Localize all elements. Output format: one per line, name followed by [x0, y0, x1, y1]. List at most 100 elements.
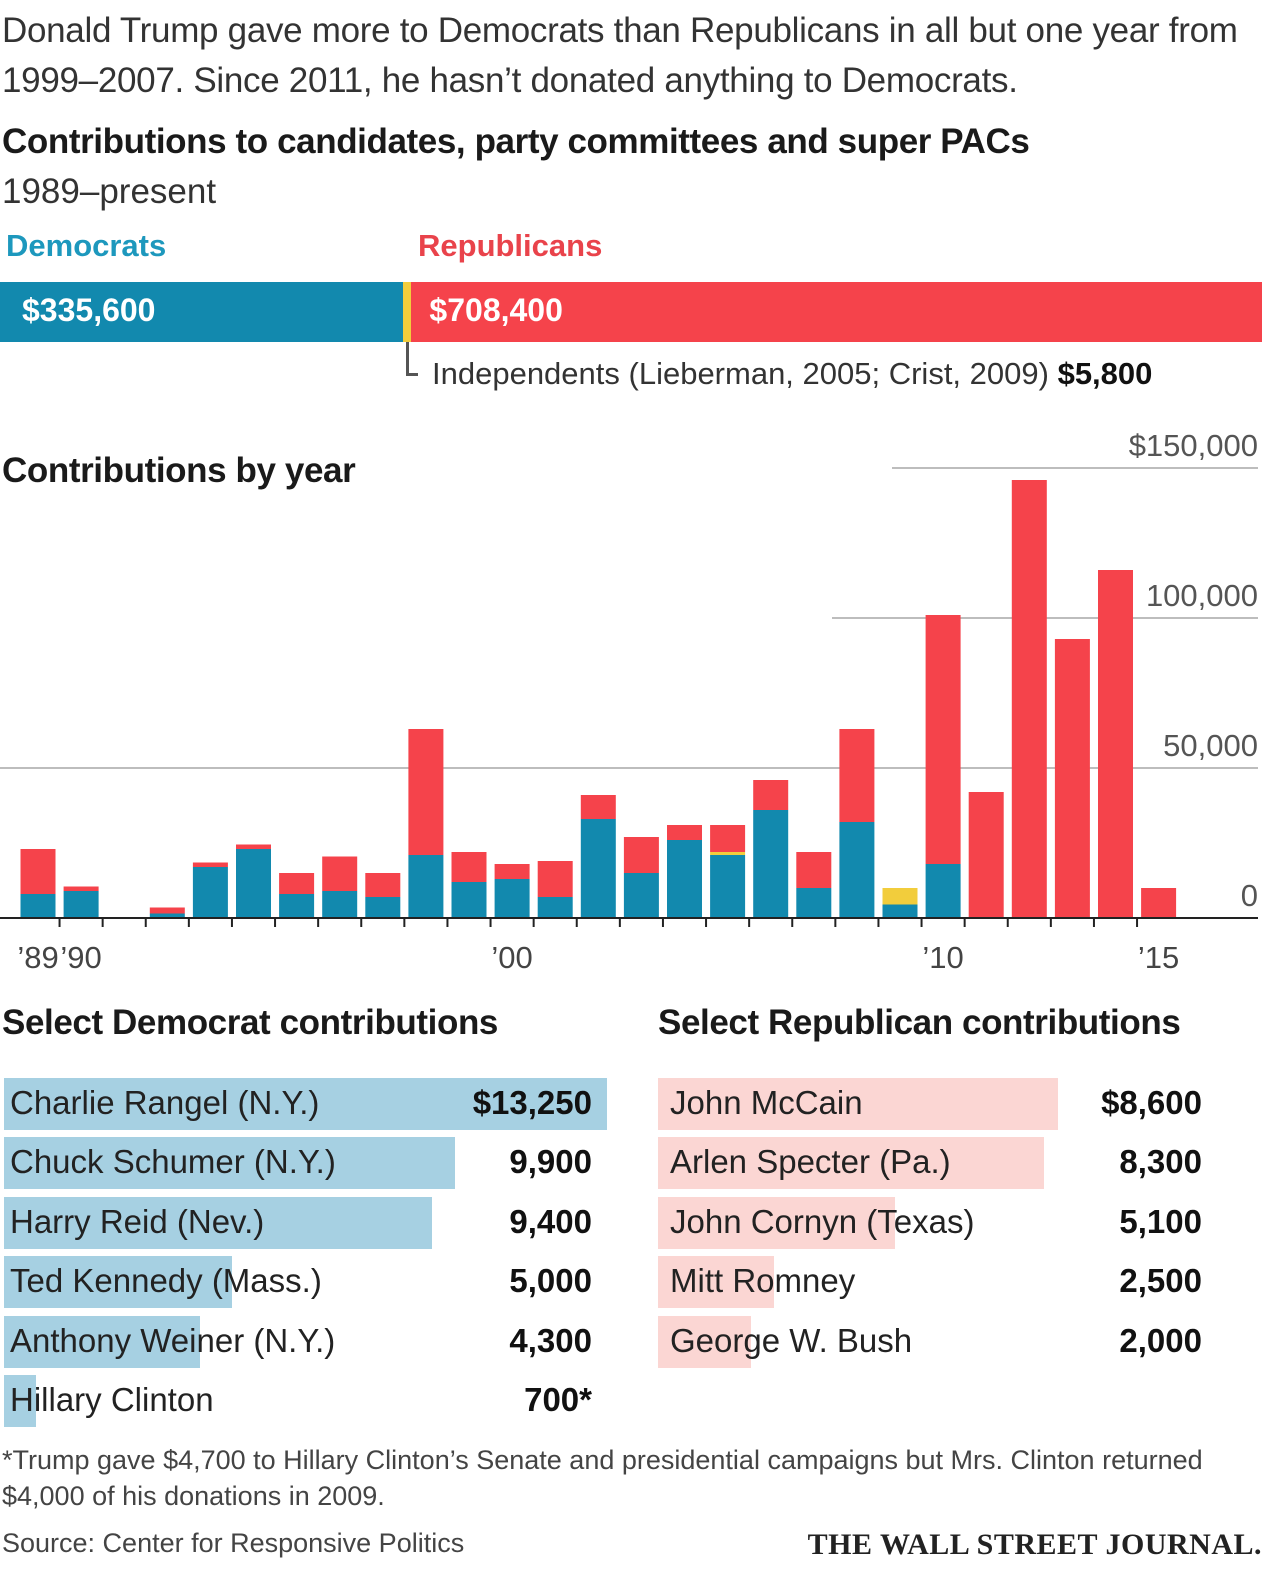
bar-democrats-2010 [925, 864, 961, 918]
contribution-amount: 5,100 [1119, 1202, 1202, 1240]
bar-republicans-1989 [20, 849, 56, 894]
independents-note-text: Independents (Lieberman, 2005; Crist, 20… [432, 356, 1049, 391]
source-credit: Source: Center for Responsive Politics [2, 1528, 465, 1558]
dem-row-item: Chuck Schumer (N.Y.) 9,900 [4, 1137, 592, 1190]
bar-democrats-2001 [537, 897, 573, 918]
bar-republicans-1996 [322, 856, 358, 891]
intro-text: Donald Trump gave more to Democrats than… [2, 11, 1238, 100]
contribution-amount: 700* [524, 1381, 592, 1418]
totals-subtitle: 1989–present [2, 172, 217, 211]
democrats-total-value: $335,600 [22, 292, 156, 328]
independents-note: Independents (Lieberman, 2005; Crist, 20… [432, 356, 1152, 392]
bar-republicans-1995 [279, 873, 315, 894]
recipient-name: Hillary Clinton [10, 1381, 214, 1418]
value-bar [4, 1256, 232, 1309]
recipient-name: Ted Kennedy (Mass.) [10, 1262, 322, 1300]
bar-republicans-2014 [1098, 570, 1133, 918]
bar-republicans-1990 [63, 886, 99, 891]
bar-republicans-2015 [1141, 888, 1177, 918]
dem-row-item: Charlie Rangel (N.Y.) $13,250 [4, 1078, 607, 1130]
bar-democrats-2007 [796, 888, 832, 918]
republicans-total-value: $708,400 [429, 292, 563, 328]
publisher-logo: THE WALL STREET JOURNAL. [807, 1528, 1262, 1561]
bar-democrats-1989 [20, 894, 56, 918]
value-bar [4, 1078, 607, 1130]
contribution-amount: $8,600 [1101, 1084, 1202, 1121]
dem-row-item: Ted Kennedy (Mass.) 5,000 [4, 1256, 592, 1309]
value-bar [4, 1196, 432, 1249]
recipient-name: Chuck Schumer (N.Y.) [10, 1143, 336, 1181]
bar-republicans-2002 [580, 795, 616, 819]
recipient-name: Mitt Romney [670, 1262, 856, 1300]
democrats-label: Democrats [6, 228, 167, 263]
republicans-label: Republicans [418, 228, 603, 263]
y-tick-label: 0 [1241, 878, 1258, 913]
bar-democrats-1993 [192, 867, 228, 918]
bar-democrats-1996 [322, 891, 358, 918]
bar-republicans-2011 [968, 792, 1004, 918]
bar-republicans-1997 [365, 873, 401, 897]
bar-democrats-1995 [279, 894, 315, 918]
independents-total-value: $5,800 [1057, 356, 1153, 391]
contribution-amount: 4,300 [509, 1321, 592, 1359]
democrats-total-segment: $335,600 [0, 282, 404, 342]
chart-axes: 0 50,000 100,000 $150,000 ’89’90 ’00 ’10 ’15 [0, 428, 1258, 975]
bar-democrats-1994 [236, 849, 271, 918]
bar-independents-2005 [710, 852, 746, 855]
contribution-amount: 9,400 [509, 1202, 592, 1240]
value-bar [4, 1137, 455, 1190]
y-tick-label: 100,000 [1146, 578, 1258, 613]
contribution-amount: $13,250 [472, 1084, 592, 1121]
bar-democrats-2009 [882, 904, 918, 918]
value-bar [4, 1315, 200, 1368]
value-bar [658, 1078, 1058, 1130]
contribution-amount: 2,000 [1119, 1321, 1202, 1359]
bar-democrats-2006 [753, 810, 789, 918]
x-tick-label: ’15 [1138, 940, 1179, 975]
contribution-amount: 2,500 [1119, 1262, 1202, 1300]
bar-republicans-1998 [408, 729, 444, 855]
recipient-name: Anthony Weiner (N.Y.) [10, 1321, 336, 1359]
bar-democrats-1990 [63, 891, 99, 918]
bar-democrats-2002 [580, 819, 616, 918]
bar-democrats-1999 [451, 882, 487, 918]
democrat-contributions-title: Select Democrat contributions [2, 1003, 499, 1042]
bar-republicans-2004 [667, 825, 702, 840]
x-tick-label: ’00 [491, 940, 532, 975]
bar-republicans-2013 [1054, 639, 1090, 918]
rep-row-item: John Cornyn (Texas) 5,100 [658, 1196, 1202, 1249]
recipient-name: Charlie Rangel (N.Y.) [10, 1084, 320, 1121]
x-tick-label: ’89 [17, 940, 58, 975]
bar-republicans-1994 [236, 844, 271, 849]
bar-democrats-2004 [667, 840, 702, 918]
value-bar [658, 1315, 752, 1368]
republicans-total-segment: $708,400 [411, 282, 1262, 342]
bar-republicans-1999 [451, 852, 487, 882]
bar-democrats-1997 [365, 897, 401, 918]
bar-democrats-2003 [623, 873, 659, 918]
bar-independents-2009 [882, 888, 918, 905]
bar-republicans-2005 [710, 825, 746, 852]
contributions-by-year-chart: Contributions by year 0 50,000 100,000 $150… [0, 428, 1258, 975]
bar-republicans-2006 [753, 780, 789, 810]
bar-republicans-2007 [796, 852, 832, 888]
totals-title: Contributions to candidates, party commi… [2, 122, 1030, 161]
rep-row-item: John McCain $8,600 [658, 1078, 1202, 1130]
recipient-name: John Cornyn (Texas) [670, 1202, 975, 1240]
contribution-amount: 9,900 [509, 1143, 592, 1181]
contribution-amount: 5,000 [509, 1262, 592, 1300]
recipient-name: George W. Bush [670, 1321, 913, 1359]
independents-bracket [406, 342, 418, 376]
bar-republicans-2008 [839, 729, 875, 822]
chart-title: Contributions by year [2, 451, 356, 490]
value-bar [4, 1375, 36, 1427]
independents-total-segment [403, 282, 412, 342]
rep-row-item: Mitt Romney 2,500 [658, 1256, 1202, 1309]
bar-democrats-2008 [839, 822, 875, 918]
bar-republicans-2010 [925, 615, 961, 864]
totals-stacked-bar: $335,600 $708,400 [0, 282, 1262, 342]
value-bar [658, 1196, 896, 1249]
x-tick-label: ’10 [922, 940, 963, 975]
dem-row-item: Harry Reid (Nev.) 9,400 [4, 1196, 592, 1249]
bar-republicans-1992 [149, 907, 185, 914]
